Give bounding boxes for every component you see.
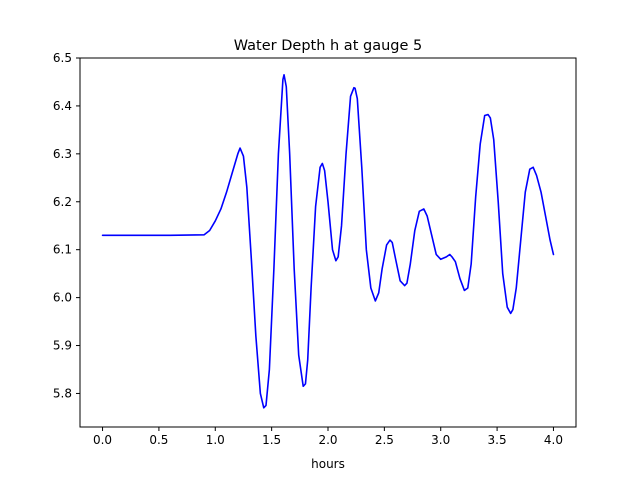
x-axis-label: hours: [311, 457, 345, 471]
plot-area: 0.0 0.5 1.0 1.5 2.0 2.5 3.0 3.5 4.0 5.8 5.9 6.0 6.1 6…: [53, 51, 577, 447]
x-tick-label: 1.5: [262, 433, 281, 447]
x-tick-label: 2.5: [375, 433, 394, 447]
x-tick-label: 4.0: [544, 433, 563, 447]
x-tick-label: 3.0: [431, 433, 450, 447]
y-tick-label: 6.0: [53, 291, 72, 305]
y-tick-label: 5.9: [53, 339, 72, 353]
y-tick-label: 6.1: [53, 243, 72, 257]
x-tick-label: 0.5: [149, 433, 168, 447]
y-tick-label: 6.2: [53, 195, 72, 209]
y-tick-label: 6.4: [53, 99, 72, 113]
y-tick-label: 6.5: [53, 51, 72, 65]
series-line-0: [101, 73, 555, 409]
x-tick-label: 1.0: [206, 433, 225, 447]
y-tick-label: 6.3: [53, 147, 72, 161]
x-tick-label: 3.5: [488, 433, 507, 447]
y-tick-label: 5.8: [53, 386, 72, 400]
chart-title: Water Depth h at gauge 5: [234, 38, 422, 54]
x-tick-label: 0.0: [93, 433, 112, 447]
x-tick-label: 2.0: [318, 433, 337, 447]
